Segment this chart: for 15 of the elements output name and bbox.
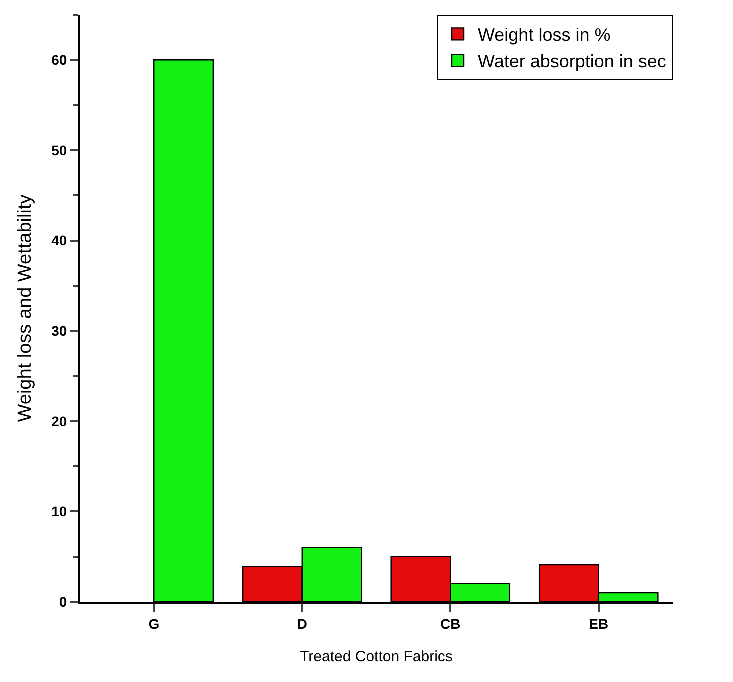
y-tick-label: 30 bbox=[52, 322, 68, 339]
x-axis-title: Treated Cotton Fabrics bbox=[300, 648, 453, 666]
y-tick-label: 60 bbox=[52, 52, 68, 68]
x-tick-label: D bbox=[297, 616, 308, 632]
y-tick-label: 50 bbox=[52, 142, 68, 158]
y-tick-label: 20 bbox=[52, 413, 68, 430]
legend-label: Water absorption in sec bbox=[478, 52, 666, 72]
x-tick-label: EB bbox=[589, 616, 609, 632]
y-tick-label: 10 bbox=[52, 504, 68, 520]
x-tick-label: CB bbox=[440, 616, 461, 632]
legend-label: Weight loss in % bbox=[478, 25, 611, 46]
y-axis-title: Weight loss and Wettability bbox=[15, 194, 36, 422]
y-tick-label: 40 bbox=[52, 232, 68, 249]
x-tick-label: G bbox=[148, 616, 160, 632]
y-tick-label: 0 bbox=[59, 594, 68, 610]
